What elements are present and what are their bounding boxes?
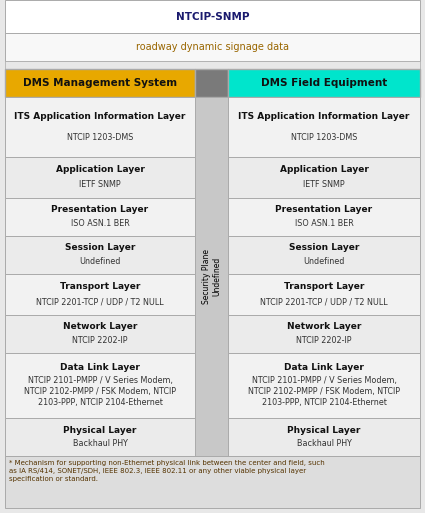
Text: NTCIP 2201-TCP / UDP / T2 NULL: NTCIP 2201-TCP / UDP / T2 NULL — [36, 297, 164, 306]
Text: Undefined: Undefined — [303, 257, 345, 266]
Text: Session Layer: Session Layer — [289, 243, 359, 252]
Text: ISO ASN.1 BER: ISO ASN.1 BER — [71, 219, 129, 228]
Text: Application Layer: Application Layer — [56, 165, 144, 174]
Text: ITS Application Information Layer: ITS Application Information Layer — [238, 112, 410, 121]
Text: Network Layer: Network Layer — [287, 322, 361, 331]
Bar — [228, 418, 420, 456]
Bar — [5, 314, 195, 352]
Bar — [5, 456, 420, 508]
Text: Data Link Layer: Data Link Layer — [60, 363, 140, 371]
Text: DMS Field Equipment: DMS Field Equipment — [261, 78, 387, 88]
Text: NTCIP 2101-PMPP / V Series Modem,
NTCIP 2102-PMPP / FSK Modem, NTCIP
2103-PPP, N: NTCIP 2101-PMPP / V Series Modem, NTCIP … — [248, 376, 400, 407]
Bar — [5, 69, 195, 97]
Text: roadway dynamic signage data: roadway dynamic signage data — [136, 42, 289, 52]
Bar — [195, 97, 228, 456]
Bar — [228, 235, 420, 274]
Text: ISO ASN.1 BER: ISO ASN.1 BER — [295, 219, 353, 228]
Text: DMS Management System: DMS Management System — [23, 78, 177, 88]
Bar — [228, 97, 420, 157]
Bar — [5, 61, 420, 69]
Text: NTCIP 1203-DMS: NTCIP 1203-DMS — [67, 133, 133, 142]
Text: NTCIP 1203-DMS: NTCIP 1203-DMS — [291, 133, 357, 142]
Text: Presentation Layer: Presentation Layer — [51, 205, 149, 214]
Text: NTCIP 2101-PMPP / V Series Modem,
NTCIP 2102-PMPP / FSK Modem, NTCIP
2103-PPP, N: NTCIP 2101-PMPP / V Series Modem, NTCIP … — [24, 376, 176, 407]
Text: Undefined: Undefined — [79, 257, 121, 266]
Bar — [5, 352, 195, 418]
Text: Security Plane
Undefined: Security Plane Undefined — [202, 249, 221, 304]
Bar — [195, 69, 228, 97]
Bar — [5, 418, 195, 456]
Text: Backhaul PHY: Backhaul PHY — [73, 439, 128, 448]
Bar — [5, 33, 420, 61]
Text: Application Layer: Application Layer — [280, 165, 368, 174]
Text: * Mechanism for supporting non-Ethernet physical link between the center and fie: * Mechanism for supporting non-Ethernet … — [9, 460, 325, 482]
Bar — [228, 69, 420, 97]
Text: ITS Application Information Layer: ITS Application Information Layer — [14, 112, 186, 121]
Text: IETF SNMP: IETF SNMP — [303, 180, 345, 189]
Text: Data Link Layer: Data Link Layer — [284, 363, 364, 371]
Bar — [228, 314, 420, 352]
Bar — [5, 274, 195, 314]
Bar — [5, 157, 195, 198]
Text: IETF SNMP: IETF SNMP — [79, 180, 121, 189]
Bar — [5, 0, 420, 33]
Bar — [228, 352, 420, 418]
Text: Physical Layer: Physical Layer — [63, 426, 137, 435]
Bar — [5, 97, 195, 157]
Text: Presentation Layer: Presentation Layer — [275, 205, 373, 214]
Text: NTCIP 2201-TCP / UDP / T2 NULL: NTCIP 2201-TCP / UDP / T2 NULL — [260, 297, 388, 306]
Text: NTCIP 2202-IP: NTCIP 2202-IP — [72, 336, 128, 345]
Text: Session Layer: Session Layer — [65, 243, 135, 252]
Text: Backhaul PHY: Backhaul PHY — [297, 439, 351, 448]
Bar — [5, 198, 195, 235]
Text: Network Layer: Network Layer — [63, 322, 137, 331]
Bar — [228, 274, 420, 314]
Text: Transport Layer: Transport Layer — [284, 282, 364, 291]
Text: Physical Layer: Physical Layer — [287, 426, 361, 435]
Text: NTCIP-SNMP: NTCIP-SNMP — [176, 11, 249, 22]
Text: NTCIP 2202-IP: NTCIP 2202-IP — [296, 336, 352, 345]
Bar — [228, 157, 420, 198]
Bar — [5, 235, 195, 274]
Text: Transport Layer: Transport Layer — [60, 282, 140, 291]
Bar — [228, 198, 420, 235]
